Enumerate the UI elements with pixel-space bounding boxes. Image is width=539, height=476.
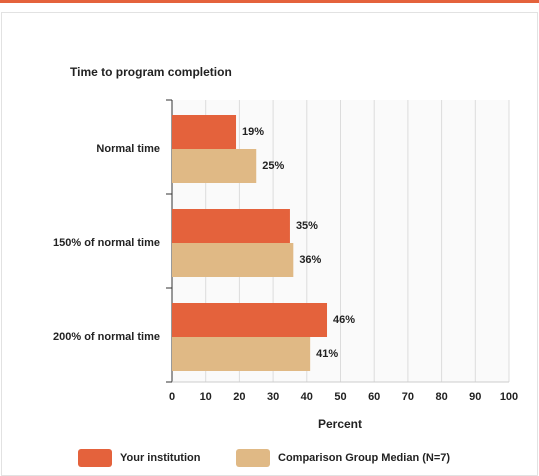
value-label: 41% [316,348,338,360]
value-label: 19% [242,126,264,138]
chart-title: Time to program completion [70,65,232,79]
bar [172,209,290,243]
y-tick-label: Normal time [96,143,160,155]
legend-swatch [78,449,112,467]
x-tick-label: 20 [233,391,245,403]
value-label: 36% [299,254,321,266]
bar [172,303,328,337]
x-tick-label: 40 [301,391,313,403]
x-tick-label: 50 [334,391,346,403]
bar [172,115,237,149]
value-label: 35% [296,220,318,232]
legend-swatch [236,449,270,467]
x-tick-label: 0 [169,391,175,403]
top-accent [0,0,539,3]
x-tick-label: 70 [402,391,414,403]
bar [172,149,257,183]
x-tick-label: 90 [469,391,481,403]
y-tick-label: 150% of normal time [53,237,160,249]
value-label: 25% [262,160,284,172]
x-tick-label: 30 [267,391,279,403]
x-tick-label: 10 [200,391,212,403]
x-axis-label: Percent [318,417,362,431]
x-tick-label: 60 [368,391,380,403]
bar [172,337,311,371]
legend-label: Your institution [120,452,201,464]
x-tick-label: 100 [500,391,518,403]
legend-label: Comparison Group Median (N=7) [278,452,450,464]
bar [172,243,294,277]
value-label: 46% [333,314,355,326]
y-tick-label: 200% of normal time [53,331,160,343]
x-tick-label: 80 [435,391,447,403]
